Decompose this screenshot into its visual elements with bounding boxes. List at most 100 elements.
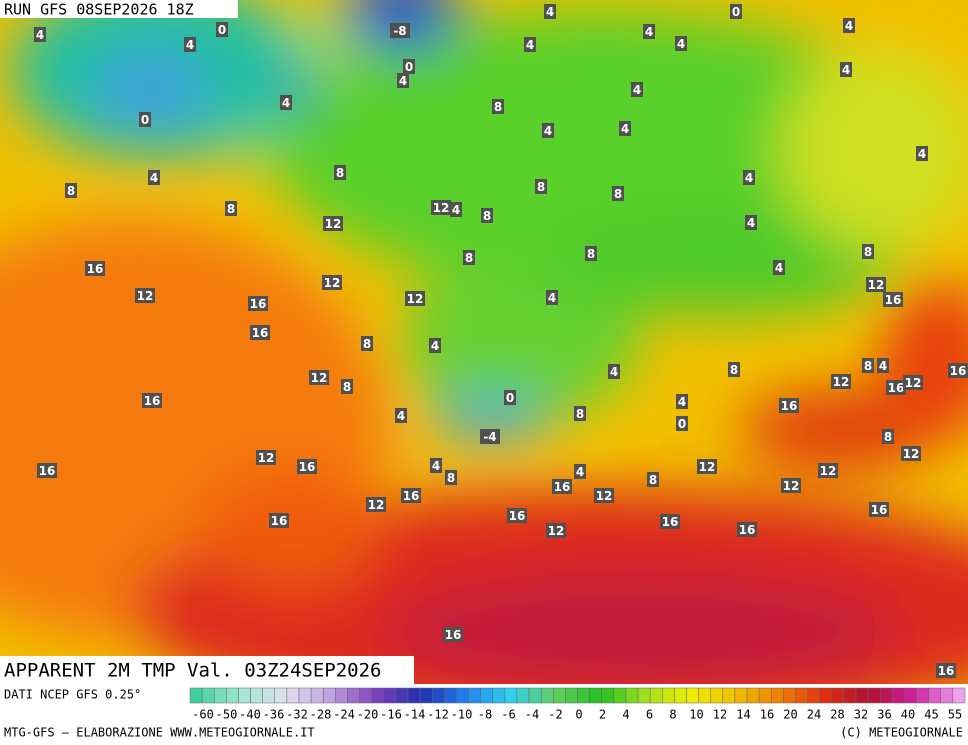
- label-box: [546, 290, 558, 305]
- label-box: [916, 146, 928, 161]
- colorbar-cell: [952, 687, 966, 704]
- temp-label: 4: [432, 459, 440, 473]
- temp-label: 16: [299, 460, 316, 474]
- colorbar-cell: [940, 687, 954, 704]
- label-box: [492, 99, 504, 114]
- label-box: [831, 374, 851, 389]
- label-box: [366, 497, 386, 512]
- temp-label: 16: [781, 399, 798, 413]
- temp-label: 16: [39, 464, 56, 478]
- temp-label: 16: [938, 664, 955, 678]
- label-box: [309, 370, 329, 385]
- colorbar-cell: [904, 687, 917, 704]
- colorbar-cell: [758, 687, 772, 704]
- label-box: [37, 463, 57, 478]
- colorbar-cell: [674, 687, 687, 704]
- temp-label: 12: [905, 376, 922, 390]
- colorbar: -60 -50 -40 -36 -32 -28 -24 -20 -16 -14 -12 -10 -8 -6…: [189, 687, 966, 722]
- colorbar-label: 10: [689, 708, 703, 722]
- colorbar-cell: [783, 687, 796, 704]
- run-box: [0, 0, 238, 18]
- colorbar-label: -32: [286, 708, 308, 722]
- colorbar-cell: [189, 687, 203, 704]
- label-box: [730, 4, 742, 19]
- footer-right: (C) METEOGIORNALE: [840, 726, 963, 740]
- temp-label: 12: [311, 371, 328, 385]
- colorbar-cell: [637, 687, 651, 704]
- label-box: [544, 4, 556, 19]
- label-box: [397, 73, 409, 88]
- run-label: RUN GFS 08SEP2026 18Z: [4, 1, 194, 19]
- temp-label: 16: [250, 297, 267, 311]
- temp-label: 12: [548, 524, 565, 538]
- title-box: [0, 656, 414, 684]
- colorbar-cell: [892, 687, 905, 704]
- label-box: [862, 358, 874, 373]
- colorbar-label: 12: [713, 708, 727, 722]
- label-box: [585, 246, 597, 261]
- temp-label: 8: [587, 247, 595, 261]
- label-box: [612, 186, 624, 201]
- colorbar-cell: [698, 687, 711, 704]
- label-box: [660, 514, 680, 529]
- colorbar-label: 16: [760, 708, 774, 722]
- temp-label: 12: [407, 292, 424, 306]
- colorbar-cell: [843, 687, 857, 704]
- colorbar-cell: [238, 687, 251, 704]
- label-box: [405, 291, 425, 306]
- colorbar-cell: [819, 687, 833, 704]
- colorbar-cell: [226, 687, 239, 704]
- colorbar-label: 4: [622, 708, 629, 722]
- temp-label: 8: [483, 209, 491, 223]
- label-box: [619, 121, 631, 136]
- colorbar-cell: [528, 687, 542, 704]
- temp-label: 12: [783, 479, 800, 493]
- colorbar-cell: [771, 687, 784, 704]
- colorbar-label: -10: [451, 708, 473, 722]
- temp-label: 4: [548, 291, 556, 305]
- label-box: [886, 380, 906, 395]
- colorbar-cell: [540, 687, 554, 704]
- temp-label: 4: [747, 216, 755, 230]
- temp-label: 4: [399, 74, 407, 88]
- temp-label: 8: [730, 363, 738, 377]
- temp-label: 4: [745, 171, 753, 185]
- colorbar-cell: [347, 687, 360, 704]
- temp-label: 16: [871, 503, 888, 517]
- colorbar-cell: [722, 687, 736, 704]
- colorbar-cell: [286, 687, 300, 704]
- colorbar-cell: [831, 687, 845, 704]
- colorbar-label: -16: [380, 708, 402, 722]
- label-box: [883, 292, 903, 307]
- temp-label: 12: [903, 447, 920, 461]
- label-box: [903, 375, 923, 390]
- label-box: [643, 24, 655, 39]
- colorbar-cell: [613, 687, 627, 704]
- temp-label: 4: [526, 38, 534, 52]
- label-box: [463, 250, 475, 265]
- temp-label: 8: [884, 430, 892, 444]
- label-box: [135, 288, 155, 303]
- label-box: [507, 508, 527, 523]
- colorbar-label: 14: [736, 708, 750, 722]
- temp-label: 4: [150, 171, 158, 185]
- colorbar-label: 36: [877, 708, 891, 722]
- temp-label: 16: [950, 364, 967, 378]
- colorbar-label: -2: [548, 708, 562, 722]
- temp-label: 4: [546, 5, 554, 19]
- temp-label: 4: [621, 122, 629, 136]
- colorbar-cell: [746, 687, 760, 704]
- temp-label: 12: [325, 217, 342, 231]
- temp-label: 4: [36, 28, 44, 42]
- label-box: [779, 398, 799, 413]
- colorbar-cell: [431, 687, 445, 704]
- label-box: [728, 362, 740, 377]
- colorbar-cell: [407, 687, 421, 704]
- label-box: [431, 200, 451, 215]
- colorbar-cell: [565, 687, 578, 704]
- label-box: [403, 59, 415, 74]
- label-box: [248, 296, 268, 311]
- label-box: [676, 416, 688, 431]
- temp-label: 0: [141, 113, 149, 127]
- colorbar-cell: [322, 687, 336, 704]
